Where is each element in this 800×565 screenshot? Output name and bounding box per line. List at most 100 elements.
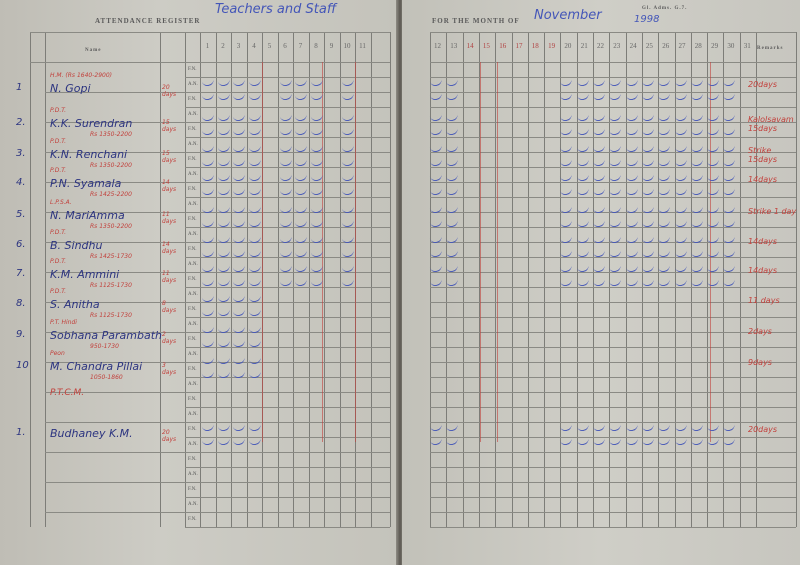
- days-count: 2 days: [162, 331, 177, 345]
- grid-line: [796, 32, 797, 527]
- grid-line: [185, 287, 390, 288]
- grid-line: [45, 362, 390, 363]
- grid-line: [430, 332, 796, 333]
- remark: 14days: [748, 266, 778, 275]
- book-spine: [396, 0, 404, 565]
- day-header: 3: [236, 42, 241, 50]
- grid-line: [430, 407, 796, 408]
- pay-scale: Rs 1425-1730: [90, 253, 132, 260]
- designation: P.D.T.: [50, 258, 67, 265]
- session-label: F.N.: [188, 157, 197, 162]
- grid-line: [30, 32, 31, 527]
- register-title: ATTENDANCE REGISTER: [95, 17, 201, 25]
- grid-line: [185, 107, 390, 108]
- days-count: 3 days: [162, 362, 177, 376]
- session-label: A.N.: [188, 202, 198, 207]
- session-label: A.N.: [188, 442, 198, 447]
- grid-line: [45, 62, 390, 63]
- grid-line: [430, 527, 796, 528]
- grid-line: [339, 32, 341, 527]
- designation: P.D.T.: [50, 107, 67, 114]
- grid-line: [430, 317, 796, 318]
- days-count: 15 days: [162, 150, 177, 164]
- remark: 14days: [748, 175, 778, 184]
- grid-line: [690, 32, 692, 527]
- remark: 2days: [748, 327, 772, 336]
- serial-number: 7.: [16, 268, 26, 279]
- grid-line: [430, 437, 796, 438]
- grid-line: [185, 467, 390, 468]
- day-header: 29: [711, 42, 719, 50]
- grid-line: [185, 407, 390, 408]
- days-count: 11 days: [162, 211, 177, 225]
- pay-scale: 1050-1860: [90, 374, 123, 381]
- session-label: F.N.: [188, 457, 197, 462]
- grid-line: [609, 32, 611, 527]
- serial-number: 10: [16, 360, 29, 371]
- serial-number: 2.: [16, 117, 26, 128]
- grid-line: [200, 32, 201, 527]
- session-label: F.N.: [188, 247, 197, 252]
- day-header: 6: [283, 42, 287, 50]
- session-label: A.N.: [188, 322, 198, 327]
- designation: H.M. (Rs 1640-2900): [50, 72, 112, 79]
- grid-line: [185, 347, 390, 348]
- holiday-line: [710, 62, 711, 442]
- day-header: 14: [466, 42, 474, 50]
- pay-scale: 950-1730: [90, 343, 119, 350]
- day-header: 16: [499, 42, 507, 50]
- days-count: 8 days: [162, 300, 177, 314]
- session-label: F.N.: [188, 307, 197, 312]
- grid-line: [430, 152, 796, 153]
- day-header: 28: [694, 42, 702, 50]
- grid-line: [45, 272, 390, 273]
- grid-line: [430, 242, 796, 243]
- grid-line: [527, 32, 529, 527]
- remark: 11 days: [748, 296, 780, 305]
- day-header: 8: [314, 42, 318, 50]
- day-header: 15: [482, 42, 490, 50]
- remark: 20days: [748, 80, 778, 89]
- grid-line: [430, 467, 796, 468]
- designation: P.T.C.M.: [50, 388, 85, 398]
- grid-line: [674, 32, 676, 527]
- employee-name: Sobhana Parambath: [50, 329, 162, 342]
- pay-scale: Rs 1125-1730: [90, 282, 132, 289]
- grid-line: [430, 92, 796, 93]
- session-label: A.N.: [188, 292, 198, 297]
- grid-line: [430, 137, 796, 138]
- session-label: A.N.: [188, 82, 198, 87]
- serial-number: 9.: [16, 329, 26, 340]
- grid-line: [185, 497, 390, 498]
- day-header: 7: [298, 42, 303, 50]
- year-value: 1998: [634, 14, 660, 25]
- grid-line: [430, 482, 796, 483]
- grid-line: [430, 512, 796, 513]
- grid-line: [430, 347, 796, 348]
- day-header: 22: [597, 42, 604, 50]
- serial-number: 8.: [16, 298, 26, 309]
- designation: Peon: [50, 350, 65, 357]
- grid-line: [430, 212, 796, 213]
- employee-name: K.M. Ammini: [50, 268, 120, 281]
- grid-line: [576, 32, 578, 527]
- serial-number: 5.: [16, 209, 26, 220]
- session-label: A.N.: [188, 112, 198, 117]
- holiday-line: [262, 62, 263, 442]
- grid-line: [430, 182, 796, 183]
- days-count: 15 days: [162, 119, 177, 133]
- grid-line: [430, 452, 796, 453]
- grid-line: [185, 377, 390, 378]
- grid-line: [430, 257, 796, 258]
- grid-line: [462, 32, 464, 527]
- serial-number: 1.: [16, 427, 26, 438]
- grid-line: [45, 302, 390, 303]
- register-subject: Teachers and Staff: [215, 2, 337, 17]
- grid-line: [45, 332, 390, 333]
- day-header: 24: [629, 42, 637, 50]
- pay-scale: Rs 1350-2200: [90, 131, 132, 138]
- grid-line: [430, 167, 796, 168]
- grid-line: [45, 122, 390, 123]
- grid-line: [430, 77, 796, 78]
- grid-line: [45, 182, 390, 183]
